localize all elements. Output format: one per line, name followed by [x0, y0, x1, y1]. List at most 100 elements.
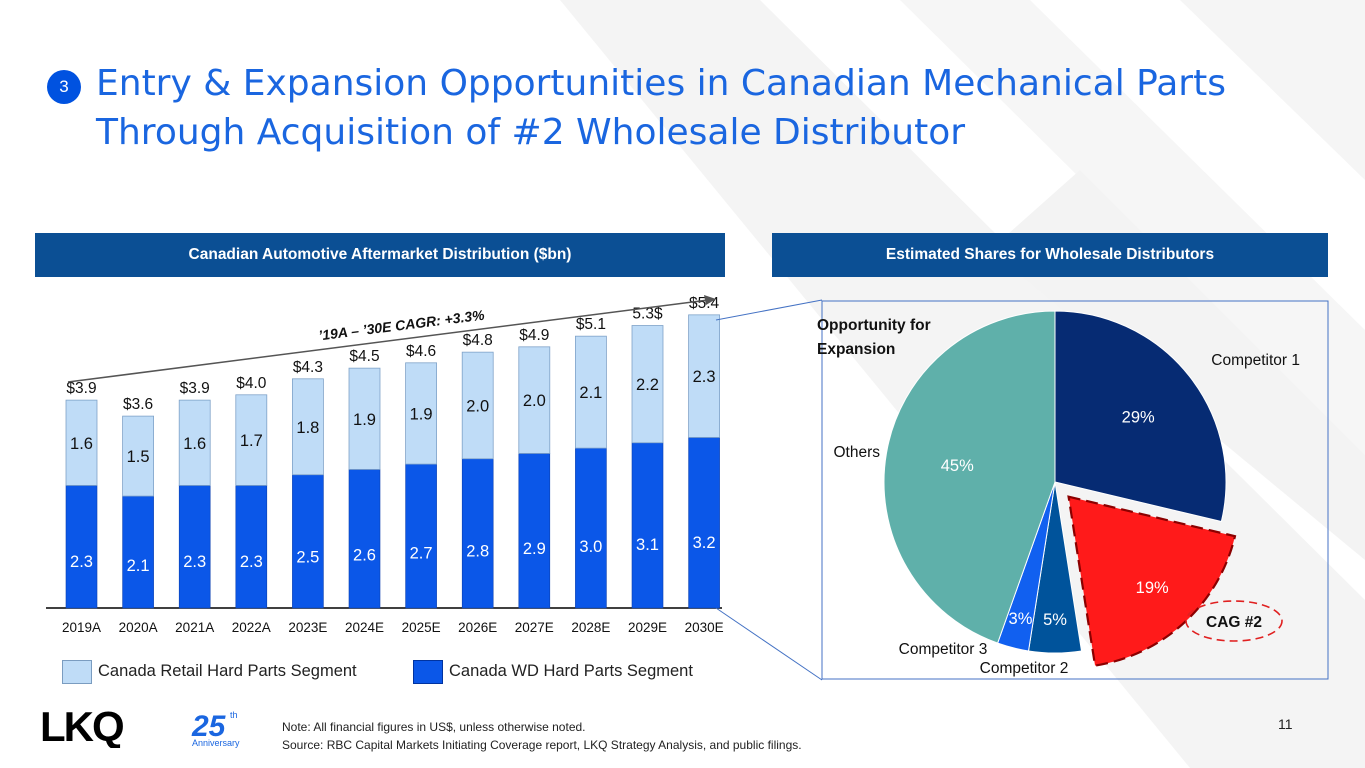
- bar-wd-2025E: [405, 463, 437, 609]
- data-label-retail: 1.9: [353, 411, 376, 429]
- bar-wd-2030E: [688, 437, 720, 609]
- x-tick-label: 2026E: [458, 620, 497, 635]
- lkq-logo: LKQ: [40, 708, 125, 748]
- x-tick-label: 2021A: [175, 620, 214, 635]
- data-label-wd: 2.3: [183, 553, 206, 571]
- pie-slice-others: [883, 310, 1056, 644]
- data-label-total: $3.6: [123, 396, 153, 413]
- data-label-retail: 1.7: [240, 432, 263, 450]
- data-label-wd: 2.8: [466, 542, 489, 560]
- lkq-logo-text: LKQ: [40, 708, 123, 748]
- left-panel-header: Canadian Automotive Aftermarket Distribu…: [35, 233, 725, 277]
- x-tick-label: 2029E: [628, 620, 667, 635]
- bar-wd-2022A: [235, 485, 268, 609]
- bar-retail-2025E: [405, 362, 438, 465]
- slide-title-line-1: Entry & Expansion Opportunities in Canad…: [96, 63, 1226, 104]
- x-tick-label: 2028E: [571, 620, 610, 635]
- data-label-retail: 2.0: [523, 392, 546, 410]
- bar-retail-2023E: [291, 378, 324, 476]
- x-tick-label: 2023E: [288, 620, 327, 635]
- anniversary-logo: 25 th Anniversary: [191, 710, 240, 748]
- data-label-wd: 2.7: [410, 544, 433, 562]
- anniversary-suffix: th: [230, 710, 238, 720]
- bar-wd-2020A: [122, 495, 154, 609]
- data-label-total: $3.9: [66, 380, 96, 397]
- bar-retail-2026E: [461, 351, 494, 460]
- bar-retail-2021A: [178, 399, 211, 486]
- x-tick-label: 2027E: [515, 620, 554, 635]
- x-tick-label: 2025E: [402, 620, 441, 635]
- data-label-total: $4.9: [519, 327, 549, 344]
- pie-value-label: 3%: [1009, 610, 1033, 628]
- pie-slice-competitor-1: [1054, 310, 1227, 523]
- data-label-total: $4.3: [293, 359, 323, 376]
- bar-retail-2030E: [688, 314, 720, 438]
- cagr-arrowhead: [704, 295, 716, 305]
- data-label-retail: 1.8: [296, 419, 319, 437]
- anniversary-word: Anniversary: [192, 738, 240, 748]
- x-tick-label: 2024E: [345, 620, 384, 635]
- cag2-callout-ellipse: [1185, 600, 1283, 642]
- data-label-wd: 3.2: [693, 534, 716, 552]
- legend-label-wd: Canada WD Hard Parts Segment: [449, 662, 693, 680]
- data-label-retail: 2.3: [693, 368, 716, 386]
- cagr-arrow-line: [67, 299, 709, 383]
- footnote: Note: All financial figures in US$, unle…: [282, 720, 586, 734]
- x-tick-label: 2019A: [62, 620, 101, 635]
- bar-retail-2019A: [65, 399, 98, 486]
- data-label-total: $4.8: [463, 332, 493, 349]
- section-number-badge: 3: [47, 70, 81, 104]
- opportunity-annotation: Opportunity for Expansion: [817, 317, 931, 358]
- page-number: 11: [1278, 716, 1293, 732]
- bar-retail-2020A: [122, 415, 154, 497]
- bar-wd-2028E: [575, 447, 607, 609]
- data-label-retail: 2.2: [636, 376, 659, 394]
- data-label-wd: 2.3: [70, 553, 93, 571]
- pie-chart: 29% 19% 5% 3% 45% Competitor 1 Others Competito…: [817, 300, 1329, 680]
- legend-item-wd: Canada WD Hard Parts Segment: [413, 659, 693, 684]
- bar-retail-2024E: [348, 367, 381, 470]
- pie-name-label: Others: [833, 444, 880, 461]
- data-label-total: $3.9: [180, 380, 210, 397]
- right-panel-header: Estimated Shares for Wholesale Distribut…: [772, 233, 1328, 277]
- data-label-retail: 1.9: [410, 405, 433, 423]
- slide-title-line-2: Through Acquisition of #2 Wholesale Dist…: [96, 112, 966, 153]
- data-label-wd: 3.0: [579, 538, 602, 556]
- pie-name-label: Competitor 2: [980, 660, 1069, 677]
- data-label-retail: 1.6: [183, 435, 206, 453]
- data-label-retail: 1.5: [127, 448, 150, 466]
- bar-wd-2023E: [292, 474, 324, 609]
- legend-item-retail: Canada Retail Hard Parts Segment: [62, 659, 357, 684]
- data-label-wd: 2.3: [240, 553, 263, 571]
- bar-retail-2028E: [575, 335, 607, 449]
- data-label-retail: 1.6: [70, 435, 93, 453]
- pie-name-label: Competitor 3: [899, 641, 988, 658]
- pie-value-label: 19%: [1136, 579, 1169, 597]
- data-label-wd: 2.9: [523, 540, 546, 558]
- cag2-callout-label: CAG #2: [1206, 614, 1262, 631]
- pie-name-label: Competitor 1: [1211, 352, 1300, 369]
- x-tick-label: 2022A: [232, 620, 271, 635]
- data-label-wd: 3.1: [636, 536, 659, 554]
- data-label-wd: 2.6: [353, 547, 376, 565]
- data-label-total: $4.5: [349, 348, 379, 365]
- bar-retail-2027E: [518, 346, 551, 454]
- data-label-retail: 2.1: [579, 384, 602, 402]
- source-note: Source: RBC Capital Markets Initiating C…: [282, 738, 802, 752]
- data-label-total: 5.3$: [632, 306, 663, 323]
- anniversary-number: 25: [191, 710, 227, 743]
- data-label-retail: 2.0: [466, 397, 489, 415]
- pie-value-label: 45%: [941, 457, 974, 475]
- data-label-total: $4.0: [236, 375, 267, 392]
- pie-panel-border: [821, 300, 1329, 680]
- data-label-total: $4.6: [406, 343, 436, 360]
- bar-retail-2022A: [235, 394, 268, 486]
- bar-wd-2024E: [348, 469, 381, 609]
- pie-value-label: 5%: [1043, 611, 1067, 629]
- data-label-total: $5.1: [576, 316, 606, 333]
- bar-retail-2029E: [631, 325, 664, 444]
- pie-value-label: 29%: [1122, 408, 1155, 426]
- bar-wd-2027E: [518, 453, 551, 609]
- cagr-annotation: ’19A – ’30E CAGR: +3.3%: [317, 307, 485, 344]
- data-label-wd: 2.5: [296, 549, 319, 567]
